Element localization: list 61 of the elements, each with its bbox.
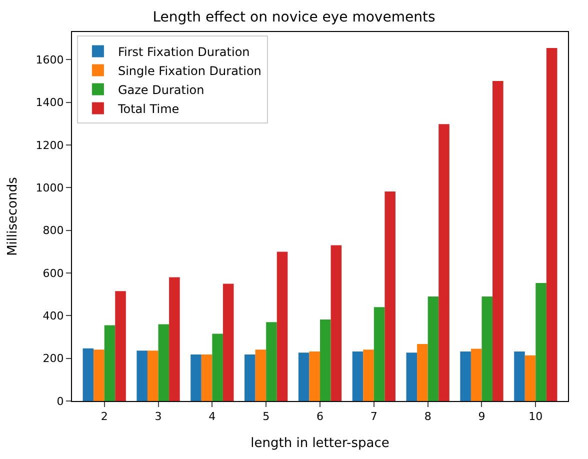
legend-label: Single Fixation Duration	[118, 64, 262, 78]
bar	[417, 344, 428, 401]
bar	[384, 192, 396, 401]
x-tick-label: 7	[370, 410, 378, 424]
x-axis-title: length in letter-space	[250, 436, 390, 451]
x-tick-label: 5	[262, 410, 270, 424]
bar	[94, 350, 104, 401]
y-tick-label: 200	[42, 352, 64, 366]
bar	[492, 81, 504, 401]
bar	[201, 354, 212, 401]
bar	[514, 352, 525, 401]
bar	[330, 245, 342, 401]
bar	[136, 350, 148, 401]
bar	[536, 283, 546, 401]
y-tick-label: 1000	[36, 182, 64, 195]
bar	[82, 348, 94, 401]
y-tick-label: 400	[42, 310, 64, 323]
chart-title: Length effect on novice eye movements	[152, 9, 436, 26]
y-tick-label: 1600	[36, 54, 64, 67]
bar	[169, 277, 180, 401]
y-tick-label: 1400	[36, 96, 64, 110]
legend-label: First Fixation Duration	[118, 44, 250, 59]
bar	[222, 284, 234, 401]
bar	[309, 352, 320, 401]
bar	[298, 352, 310, 401]
y-axis-title: Milliseconds	[6, 176, 21, 256]
x-tick-label: 2	[100, 410, 108, 424]
legend-label: Gaze Duration	[118, 82, 204, 97]
x-tick-label: 10	[528, 410, 543, 424]
y-tick-label: 0	[56, 394, 64, 408]
bar	[428, 296, 439, 401]
bar	[255, 350, 266, 401]
bar	[482, 296, 493, 401]
legend-label: Total Time	[116, 102, 180, 116]
bar	[546, 48, 558, 401]
bar	[147, 350, 158, 401]
bar	[320, 320, 331, 401]
bar	[438, 124, 450, 401]
bar	[158, 324, 170, 401]
bar	[276, 252, 288, 401]
x-tick-label: 9	[478, 410, 486, 424]
bar	[190, 354, 202, 401]
bar	[104, 325, 116, 401]
bar	[266, 322, 277, 401]
bar	[470, 348, 482, 401]
bar	[244, 354, 256, 401]
bar	[406, 352, 418, 401]
bar	[352, 352, 364, 401]
bar	[374, 307, 385, 401]
bar	[524, 355, 536, 401]
x-tick-label: 3	[154, 410, 162, 424]
y-tick-label: 600	[42, 266, 64, 280]
x-tick-label: 6	[316, 410, 324, 424]
y-tick-label: 800	[42, 224, 64, 238]
x-tick-label: 4	[208, 410, 216, 424]
x-tick-label: 8	[424, 410, 432, 424]
bar	[363, 350, 374, 401]
bar	[460, 352, 471, 401]
y-tick-label: 1200	[36, 138, 64, 152]
bar	[115, 291, 126, 401]
bar	[212, 334, 223, 401]
